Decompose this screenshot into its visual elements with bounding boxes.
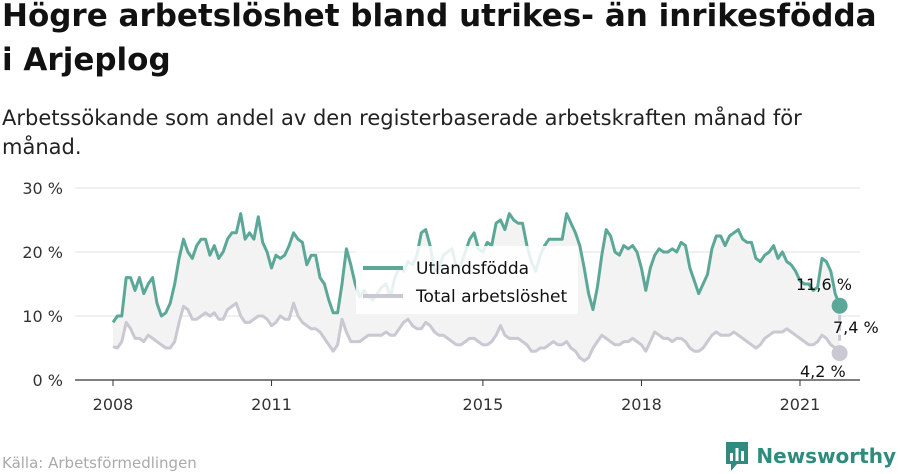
y-tick-label: 20 % [22, 243, 63, 262]
legend-label-foreign: Utlandsfödda [416, 259, 529, 279]
annotation-foreign-end: 11,6 % [796, 275, 852, 294]
brand-label: Newsworthy [756, 444, 896, 468]
x-tick-label: 2015 [463, 395, 504, 414]
legend: Utlandsfödda Total arbetslöshet [356, 246, 578, 314]
legend-background [356, 246, 578, 314]
series-layer [111, 212, 848, 363]
y-tick-label: 0 % [33, 371, 63, 390]
annotation-layer: 11,6 % 7,4 % 4,2 % [796, 275, 879, 381]
y-tick-label: 30 % [22, 179, 63, 198]
annotation-gap: 7,4 % [833, 318, 879, 337]
source-note: Källa: Arbetsförmedlingen [2, 454, 197, 472]
y-tick-label: 10 % [22, 307, 63, 326]
end-point-foreign [831, 297, 848, 314]
legend-label-total: Total arbetslöshet [415, 287, 568, 307]
newsworthy-logo-icon [726, 442, 749, 471]
axis-layer: 0 % 10 % 20 % 30 % 2008 2011 2015 2018 2021 [22, 179, 860, 414]
series-line-foreign [111, 212, 842, 324]
x-tick-label: 2011 [251, 395, 292, 414]
x-tick-label: 2008 [93, 395, 134, 414]
chart-title: Högre arbetslöshet bland utrikes- än inr… [2, 0, 877, 78]
end-point-total [831, 345, 848, 362]
annotation-total-end: 4,2 % [800, 362, 846, 381]
x-tick-label: 2018 [621, 395, 662, 414]
x-tick-label: 2021 [780, 395, 821, 414]
brand-logo: Newsworthy [724, 440, 896, 472]
chart-subtitle: Arbetssökande som andel av den registerb… [2, 106, 802, 159]
series-line-total [112, 301, 841, 363]
